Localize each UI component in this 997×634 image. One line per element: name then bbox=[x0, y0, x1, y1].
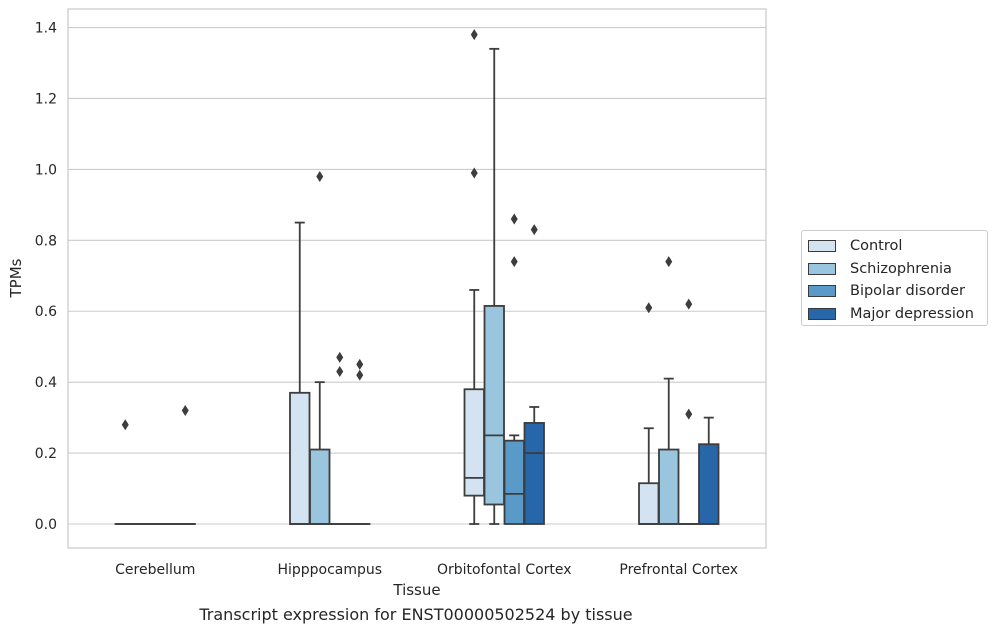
legend-label: Control bbox=[850, 238, 903, 255]
box-group bbox=[329, 351, 351, 525]
box-group bbox=[483, 47, 505, 525]
box-group bbox=[309, 170, 331, 525]
legend-swatch bbox=[808, 240, 836, 253]
outlier-point bbox=[510, 213, 518, 225]
legend-swatch bbox=[808, 262, 836, 275]
outlier-point bbox=[121, 419, 129, 431]
outlier-point bbox=[336, 351, 344, 363]
box-group bbox=[698, 416, 720, 525]
y-tick-labels: 0.0 0.2 0.4 0.6 0.8 1.0 1.2 1.4 bbox=[35, 21, 57, 533]
y-tick-label: 1.2 bbox=[35, 91, 57, 107]
outlier-point bbox=[665, 256, 673, 268]
outlier-point bbox=[685, 408, 693, 420]
outlier-point bbox=[316, 170, 324, 182]
outlier-point bbox=[336, 366, 344, 378]
x-tick-label: Orbitofontal Cortex bbox=[437, 562, 572, 578]
legend-item: Bipolar disorder bbox=[808, 280, 981, 303]
y-tick-label: 0.0 bbox=[35, 517, 57, 533]
y-tick-label: 1.4 bbox=[35, 21, 57, 37]
x-tick-label: Hipppocampus bbox=[277, 562, 382, 578]
x-tick-labels: Cerebellum Hipppocampus Orbitofontal Corte… bbox=[115, 562, 738, 578]
outlier-point bbox=[356, 369, 364, 381]
box bbox=[289, 391, 311, 525]
plot-area-frame bbox=[67, 8, 767, 549]
x-tick-label: Cerebellum bbox=[115, 562, 195, 578]
outlier-point bbox=[470, 29, 478, 41]
x-tick-label: Prefrontal Cortex bbox=[619, 562, 738, 578]
outlier-point bbox=[530, 224, 538, 236]
legend-label: Major depression bbox=[850, 305, 974, 322]
legend-item: Schizophrenia bbox=[808, 258, 981, 281]
legend-swatch bbox=[808, 285, 836, 298]
outlier-point bbox=[181, 405, 189, 417]
x-axis-label: Tissue bbox=[392, 581, 440, 599]
legend-item: Control bbox=[808, 235, 981, 258]
outlier-point bbox=[685, 298, 693, 310]
box bbox=[658, 448, 680, 525]
outlier-point bbox=[645, 302, 653, 314]
box-group bbox=[174, 405, 196, 525]
box bbox=[638, 482, 660, 525]
legend-label: Schizophrenia bbox=[850, 260, 952, 277]
box-group bbox=[463, 29, 485, 525]
box-group bbox=[638, 302, 660, 525]
legend: Control Schizophrenia Bipolar disorder Majo… bbox=[801, 230, 988, 326]
y-tick-label: 0.2 bbox=[35, 446, 57, 462]
y-tick-label: 0.4 bbox=[35, 375, 57, 391]
legend-label: Bipolar disorder bbox=[850, 283, 965, 300]
box bbox=[463, 388, 485, 497]
outlier-point bbox=[470, 167, 478, 179]
y-tick-label: 0.6 bbox=[35, 304, 57, 320]
y-tick-label: 0.8 bbox=[35, 233, 57, 249]
box bbox=[309, 448, 331, 525]
figure-caption: Transcript expression for ENST0000050252… bbox=[199, 605, 633, 624]
outlier-point bbox=[356, 358, 364, 370]
y-axis-label: TPMs bbox=[7, 258, 25, 298]
legend-swatch bbox=[808, 307, 836, 320]
box-group bbox=[658, 256, 680, 525]
box-marks bbox=[114, 29, 720, 525]
legend-item: Major depression bbox=[808, 303, 981, 326]
box bbox=[483, 305, 505, 506]
box-group bbox=[523, 224, 545, 525]
box bbox=[523, 422, 545, 525]
box bbox=[698, 443, 720, 525]
box bbox=[503, 439, 525, 525]
box-group bbox=[678, 298, 700, 525]
y-tick-label: 1.0 bbox=[35, 162, 57, 178]
box-group bbox=[349, 358, 371, 525]
outlier-point bbox=[510, 256, 518, 268]
